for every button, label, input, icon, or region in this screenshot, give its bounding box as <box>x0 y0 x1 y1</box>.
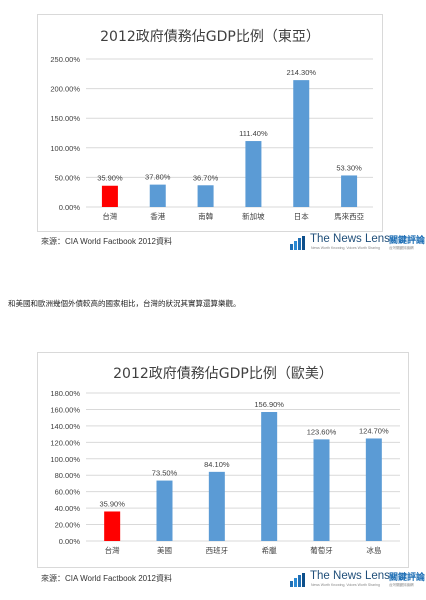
y-tick-label: 0.00% <box>59 537 81 546</box>
bar <box>104 511 121 541</box>
data-label: 36.70% <box>193 173 219 182</box>
y-tick-label: 160.00% <box>50 405 80 414</box>
chart-plot: 0.00% 50.00% 100.00% 150.00% 200.00% 250.00% 3… <box>50 55 373 221</box>
source-note: 來源：CIA World Factbook 2012資料 <box>41 237 173 246</box>
bar <box>261 411 278 541</box>
bar <box>208 471 225 541</box>
y-tick-label: 80.00% <box>55 471 81 480</box>
chart-title: 2012政府債務佔GDP比例（歐美） <box>113 366 333 382</box>
x-tick-label: 美國 <box>157 545 172 555</box>
bar <box>365 438 382 541</box>
chart-europe-us: 2012政府債務佔GDP比例（歐美） 0.00% 20.00% 40.00% 60.0… <box>37 352 409 568</box>
chart-title: 2012政府債務佔GDP比例（東亞） <box>100 29 320 45</box>
x-tick-label: 馬來西亞 <box>334 212 364 221</box>
bar <box>101 185 118 207</box>
y-tick-label: 250.00% <box>50 55 80 64</box>
bar <box>293 80 310 207</box>
y-tick-label: 40.00% <box>55 504 81 513</box>
bar <box>341 175 358 207</box>
logo-name: The News Lens <box>310 233 390 245</box>
chart-plot: 0.00% 20.00% 40.00% 60.00% 80.00% 100.00% 120.… <box>50 389 400 555</box>
data-label: 73.50% <box>152 469 178 478</box>
x-tick-label: 南韓 <box>198 211 213 221</box>
logo-tagline-cn: 台灣關鍵評論網 <box>389 246 414 250</box>
x-tick-label: 台灣 <box>102 211 117 221</box>
chart-east-asia: 2012政府債務佔GDP比例（東亞） 0.00% 50.00% 100.00% 150… <box>37 14 383 232</box>
x-tick-label: 日本 <box>294 211 309 221</box>
y-tick-label: 100.00% <box>50 455 80 464</box>
y-tick-label: 180.00% <box>50 389 80 398</box>
body-paragraph: 和美國和歐洲幾個外債較高的國家相比，台灣的狀況其實算還算樂觀。 <box>8 299 241 308</box>
data-label: 84.10% <box>204 460 230 469</box>
y-tick-label: 150.00% <box>50 114 80 123</box>
bar <box>156 480 173 541</box>
x-tick-label: 西班牙 <box>206 545 229 555</box>
data-label: 53.30% <box>336 163 362 172</box>
x-tick-label: 香港 <box>150 211 165 221</box>
logo-name-cn: 關鍵評論 <box>389 236 426 246</box>
x-tick-label: 新加坡 <box>242 211 265 221</box>
logo-icon <box>290 236 305 250</box>
bar <box>245 141 262 207</box>
y-tick-label: 140.00% <box>50 422 80 431</box>
data-label: 123.60% <box>307 427 337 436</box>
logo-name: The News Lens <box>310 570 390 582</box>
x-tick-label: 葡萄牙 <box>310 545 333 555</box>
x-tick-label: 冰島 <box>366 545 381 555</box>
bar <box>313 439 330 541</box>
data-label: 156.90% <box>254 400 284 409</box>
source-note: 來源：CIA World Factbook 2012資料 <box>41 574 173 583</box>
y-tick-label: 200.00% <box>50 85 80 94</box>
data-label: 111.40% <box>239 129 268 138</box>
bar <box>149 184 166 207</box>
data-label: 37.80% <box>145 173 171 182</box>
logo-tagline-cn: 台灣關鍵評論網 <box>389 583 414 587</box>
bar <box>197 185 214 207</box>
x-tick-label: 希臘 <box>262 545 277 555</box>
data-label: 35.90% <box>99 499 125 508</box>
data-label: 214.30% <box>286 68 316 77</box>
logo-icon <box>290 573 305 587</box>
y-tick-label: 60.00% <box>55 488 81 497</box>
data-label: 35.90% <box>97 174 123 183</box>
x-tick-label: 台灣 <box>105 545 120 555</box>
data-label: 124.70% <box>359 426 389 435</box>
y-tick-label: 50.00% <box>55 173 81 182</box>
logo-tagline: News Worth Knowing, Voices Worth Sharing <box>311 246 380 250</box>
y-tick-label: 20.00% <box>55 521 81 530</box>
y-tick-label: 0.00% <box>59 203 81 212</box>
logo-tagline: News Worth Knowing, Voices Worth Sharing <box>311 583 380 587</box>
y-tick-label: 100.00% <box>50 144 80 153</box>
y-tick-label: 120.00% <box>50 438 80 447</box>
logo-name-cn: 關鍵評論 <box>389 573 426 583</box>
